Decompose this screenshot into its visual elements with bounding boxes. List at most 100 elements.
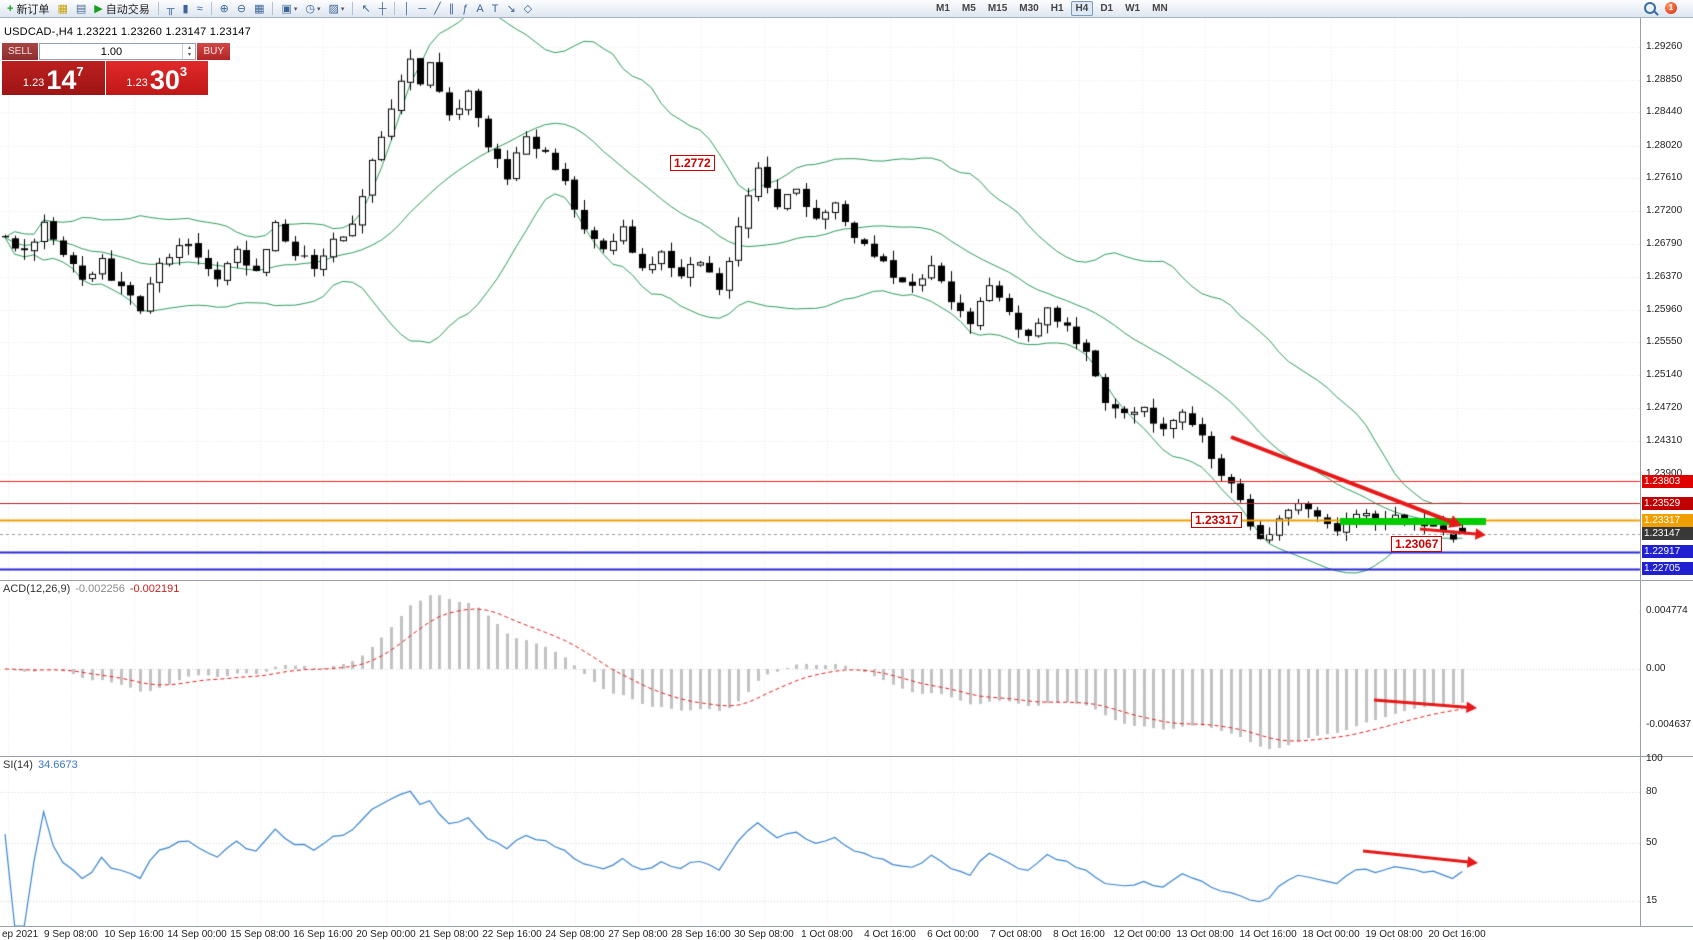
fibonacci-icon: ƒ xyxy=(462,2,469,15)
main-toolbar: + 新订单 ▦ ▤ ▶ 自动交易 ╥ ▮ ≈ ⊕ ⊖ ▦ ▣ ▾ ◷ ▾ ▨ ▾ ↖ ┼ │ ─ ╱ ∥ ƒ A T ↘ ◇ M1 M5 M1… xyxy=(0,0,1693,18)
time-axis-border xyxy=(0,926,1693,927)
crosshair-button[interactable]: ┼ xyxy=(376,1,390,17)
macd-value-main: -0.002256 xyxy=(75,583,125,595)
new-chart-button[interactable]: ▣ ▾ xyxy=(278,1,300,17)
profiles-button[interactable]: ▤ xyxy=(73,1,89,17)
text-button[interactable]: A xyxy=(473,1,486,17)
periods-button[interactable]: ◷ ▾ xyxy=(302,1,323,17)
search-icon[interactable] xyxy=(1644,2,1656,14)
horizontal-line-icon: ─ xyxy=(418,2,427,15)
buy-price-button[interactable]: 1.23 30 3 xyxy=(105,61,208,95)
cursor-button[interactable]: ↖ xyxy=(358,1,373,17)
price-annotation-low[interactable]: 1.23067 xyxy=(1391,536,1443,552)
templates-button[interactable]: ▨ ▾ xyxy=(326,1,348,17)
fibonacci-button[interactable]: ƒ xyxy=(459,1,471,17)
caret-down-icon: ▾ xyxy=(340,5,345,13)
sell-price-prefix: 1.23 xyxy=(22,77,45,89)
price-annotation-peak[interactable]: 1.2772 xyxy=(670,155,715,171)
toolbar-separator xyxy=(157,2,159,15)
price-axis-border xyxy=(1640,18,1641,926)
timeframe-m1-button[interactable]: M1 xyxy=(936,3,950,14)
one-click-trading-panel: SELL ▴ ▾ BUY 1.23 14 7 1.23 30 3 xyxy=(2,43,231,95)
line-chart-button[interactable]: ≈ xyxy=(194,1,206,17)
new-order-icon: + xyxy=(7,2,14,15)
panel-splitter-macd[interactable] xyxy=(0,580,1693,581)
bar-chart-button[interactable]: ╥ xyxy=(164,1,178,17)
new-chart-icon: ▣ xyxy=(281,2,292,15)
toolbar-separator xyxy=(210,2,212,15)
timeframe-w1-button[interactable]: W1 xyxy=(1125,3,1141,14)
bar-chart-icon: ╥ xyxy=(166,2,175,15)
volume-input-wrap: ▴ ▾ xyxy=(39,43,197,60)
sell-button[interactable]: SELL xyxy=(2,43,39,60)
timeframe-h4-button[interactable]: H4 xyxy=(1070,1,1094,16)
auto-trading-button[interactable]: ▶ 自动交易 xyxy=(91,1,152,17)
timeframe-toolbar: M1 M5 M15 M30 H1 H4 D1 W1 MN xyxy=(930,1,1174,16)
community-icon[interactable]: 1 xyxy=(1665,2,1677,14)
cursor-icon: ↖ xyxy=(361,2,371,15)
price-axis[interactable] xyxy=(1641,18,1693,926)
charts-button[interactable]: ▦ xyxy=(54,1,70,17)
sell-price-button[interactable]: 1.23 14 7 xyxy=(2,61,105,95)
charts-icon: ▦ xyxy=(57,2,68,15)
price-annotation-support[interactable]: 1.23317 xyxy=(1191,512,1243,528)
shapes-icon: ◇ xyxy=(523,2,533,15)
toolbar-separator xyxy=(394,2,396,15)
zoom-out-button[interactable]: ⊖ xyxy=(234,1,249,17)
toolbar-separator xyxy=(272,2,274,15)
toolbar-right-icons: 1 xyxy=(1644,2,1677,14)
rsi-label: SI(14) 34.6673 xyxy=(3,759,78,771)
arrows-icon: ↘ xyxy=(506,2,516,15)
candlestick-chart-button[interactable]: ▮ xyxy=(180,1,192,17)
equidistant-channel-button[interactable]: ∥ xyxy=(446,1,458,17)
buy-button[interactable]: BUY xyxy=(197,43,231,60)
zoom-in-button[interactable]: ⊕ xyxy=(217,1,232,17)
timeframe-d1-button[interactable]: D1 xyxy=(1100,3,1114,14)
timeframe-h1-button[interactable]: H1 xyxy=(1050,3,1064,14)
horizontal-line-button[interactable]: ─ xyxy=(415,1,429,17)
tile-windows-button[interactable]: ▦ xyxy=(251,1,267,17)
periods-icon: ◷ xyxy=(305,2,315,15)
auto-trading-button-label: 自动交易 xyxy=(105,3,150,16)
timeframe-m5-button[interactable]: M5 xyxy=(961,3,976,14)
rsi-name: SI(14) xyxy=(3,759,33,771)
timeframe-m15-button[interactable]: M15 xyxy=(987,3,1008,14)
new-order-button[interactable]: + 新订单 xyxy=(4,1,52,17)
buy-price-prefix: 1.23 xyxy=(126,77,148,89)
text-icon: A xyxy=(476,2,484,15)
caret-down-icon: ▾ xyxy=(293,5,298,13)
panel-splitter-rsi[interactable] xyxy=(0,756,1693,757)
volume-up-button[interactable]: ▴ xyxy=(187,44,191,51)
vertical-line-button[interactable]: │ xyxy=(400,1,413,17)
volume-input[interactable] xyxy=(40,44,183,59)
macd-value-signal: -0.002191 xyxy=(129,583,180,595)
label-button[interactable]: T xyxy=(489,1,502,17)
arrows-button[interactable]: ↘ xyxy=(503,1,518,17)
rsi-value: 34.6673 xyxy=(37,759,78,771)
crosshair-icon: ┼ xyxy=(378,2,387,15)
profiles-icon: ▤ xyxy=(75,2,87,15)
timeframe-mn-button[interactable]: MN xyxy=(1152,3,1168,14)
toolbar-separator xyxy=(352,2,354,15)
templates-icon: ▨ xyxy=(328,2,339,15)
tile-windows-icon: ▦ xyxy=(254,2,265,15)
trendline-icon: ╱ xyxy=(434,2,441,15)
caret-down-icon: ▾ xyxy=(317,5,321,13)
time-axis[interactable] xyxy=(0,927,1693,940)
volume-down-button[interactable]: ▾ xyxy=(187,51,191,58)
candlestick-chart-icon: ▮ xyxy=(182,2,189,15)
shapes-button[interactable]: ◇ xyxy=(521,1,535,17)
sell-price-big: 14 xyxy=(46,65,77,95)
trendline-button[interactable]: ╱ xyxy=(431,1,444,17)
volume-spinner: ▴ ▾ xyxy=(182,44,195,59)
sell-price-pip: 7 xyxy=(76,64,84,79)
buy-price-pip: 3 xyxy=(179,64,188,79)
label-icon: T xyxy=(491,2,499,15)
auto-trading-icon: ▶ xyxy=(94,2,103,15)
timeframe-m30-button[interactable]: M30 xyxy=(1019,3,1039,14)
macd-label: ACD(12,26,9) -0.002256 -0.002191 xyxy=(3,583,179,595)
new-order-button-label: 新订单 xyxy=(16,3,50,16)
buy-price-big: 30 xyxy=(149,65,180,95)
symbol-ohlc-info: USDCAD-,H4 1.23221 1.23260 1.23147 1.231… xyxy=(4,26,251,38)
